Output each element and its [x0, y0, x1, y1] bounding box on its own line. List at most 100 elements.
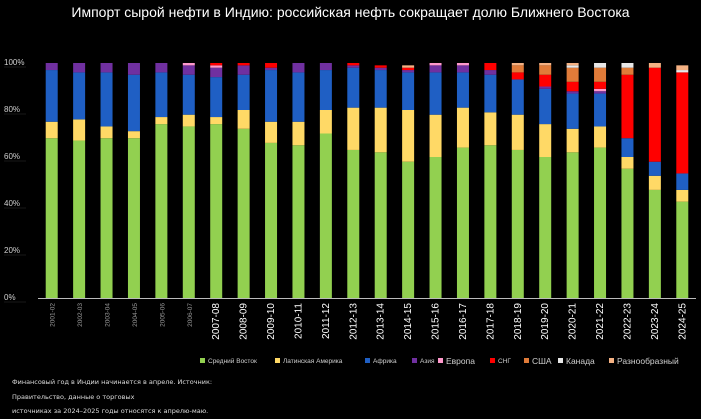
legend-swatch: [365, 358, 370, 363]
bar-segment-латинская-америка: [648, 175, 661, 190]
bar-segment-латинская-америка: [676, 189, 689, 202]
y-tick-label: 100%: [4, 58, 24, 67]
bar-segment-африка: [648, 161, 661, 176]
bar-segment-африка: [100, 72, 113, 127]
bar-segment-разнообразный: [676, 65, 689, 71]
bar-segment-латинская-америка: [621, 157, 634, 169]
legend-label: Африка: [373, 358, 397, 365]
bar-segment-африка: [374, 70, 387, 108]
bar-segment-канада: [676, 70, 689, 73]
bar-segment-снг: [511, 72, 524, 80]
bar-segment-средний-восток: [45, 138, 58, 298]
bar-segment-африка: [511, 79, 524, 115]
legend-label: Латинская Америка: [283, 358, 343, 365]
bar-segment-средний-восток: [539, 157, 552, 298]
bar-segment-средний-восток: [594, 147, 607, 298]
x-tick-label: 2010-11: [293, 303, 304, 339]
source-note-line-2: Правительство, данные о торговых: [12, 393, 135, 401]
bar-segment-снг: [237, 63, 250, 66]
bar-segment-средний-восток: [676, 201, 689, 298]
y-tick-label: 80%: [4, 105, 20, 114]
x-tick-label: 2019-20: [540, 303, 551, 340]
bar-segment-африка: [155, 72, 168, 118]
bar-segment-африка: [182, 74, 195, 115]
bar-segment-средний-восток: [484, 145, 497, 298]
bar-segment-латинская-америка: [182, 114, 195, 127]
legend-label: Азия: [420, 358, 435, 365]
bar-segment-снг: [539, 74, 552, 87]
x-tick-label: 2006-07: [187, 303, 194, 327]
legend-swatch: [412, 358, 417, 363]
bar-segment-разнообразный: [566, 63, 579, 66]
bar-segment-африка: [127, 74, 140, 132]
bar-segment-латинская-америка: [456, 107, 469, 148]
bar-segment-африка: [45, 70, 58, 122]
bar-segment-снг: [566, 81, 579, 92]
bar-segment-латинская-америка: [374, 107, 387, 153]
bar-segment-азия: [73, 63, 86, 73]
bar-segment-средний-восток: [155, 124, 168, 298]
bar-segment-снг: [402, 67, 415, 71]
bar-segment-азия: [292, 63, 305, 73]
bar-segment-канада: [621, 63, 634, 68]
bar-segment-азия: [374, 67, 387, 71]
bar-segment-латинская-америка: [100, 126, 113, 139]
bar-segment-средний-восток: [347, 149, 360, 298]
x-tick-label: 2023-24: [650, 303, 661, 340]
bar-segment-разнообразный: [511, 63, 524, 66]
bar-segment-снг: [648, 67, 661, 162]
legend-label: Канада: [566, 356, 595, 366]
bar-segment-средний-восток: [210, 124, 223, 298]
bar-segment-средний-восток: [402, 161, 415, 298]
bar-segment-азия: [182, 65, 195, 75]
y-tick-label: 20%: [4, 246, 20, 255]
bar-segment-африка: [456, 72, 469, 108]
legend-label: Европа: [446, 356, 475, 366]
bar-segment-африка: [402, 72, 415, 110]
bar-segment-латинская-америка: [292, 121, 305, 146]
bar-segment-латинская-америка: [594, 126, 607, 148]
x-tick-label: 2012-13: [348, 303, 359, 340]
y-tick-label: 60%: [4, 152, 20, 161]
bar-segment-африка: [484, 74, 497, 113]
x-tick-label: 2011-12: [321, 303, 332, 339]
x-tick-label: 2021-22: [595, 303, 606, 340]
bar-segment-африка: [292, 72, 305, 122]
bar-segment-разнообразный: [402, 65, 415, 68]
legend-swatch: [200, 358, 205, 363]
bar-segment-азия: [100, 63, 113, 73]
x-tick-label: 2007-08: [211, 303, 222, 340]
bar-segment-азия: [45, 63, 58, 71]
bar-segment-азия: [594, 91, 607, 94]
bar-segment-средний-восток: [429, 157, 442, 298]
bar-segment-латинская-америка: [319, 110, 332, 134]
x-tick-label: 2009-10: [266, 303, 277, 340]
bar-segment-африка: [429, 72, 442, 115]
x-tick-label: 2016-17: [458, 303, 469, 340]
bar-segment-снг: [484, 63, 497, 71]
bar-segment-азия: [484, 70, 497, 75]
bar-segment-средний-восток: [319, 133, 332, 298]
x-tick-label: 2014-15: [403, 303, 414, 340]
bar-segment-африка: [347, 67, 360, 108]
bar-segment-средний-восток: [182, 126, 195, 298]
bar-segment-снг: [676, 72, 689, 174]
x-tick-label: 2022-23: [622, 303, 633, 340]
bar-segment-латинская-америка: [347, 107, 360, 150]
bar-segment-азия: [265, 67, 278, 71]
bar-segment-латинская-америка: [402, 110, 415, 162]
x-tick-label: 2024-25: [677, 303, 688, 340]
bar-segment-снг: [347, 63, 360, 66]
legend-swatch: [524, 358, 529, 363]
bar-segment-снг: [210, 63, 223, 66]
bar-segment-сша: [621, 67, 634, 75]
bar-segment-снг: [621, 74, 634, 139]
bar-segment-латинская-америка: [484, 112, 497, 146]
bar-segment-азия: [429, 65, 442, 73]
legend-label: СНГ: [498, 358, 511, 365]
bar-segment-латинская-америка: [237, 110, 250, 129]
bar-segment-африка: [73, 72, 86, 120]
bar-segment-азия: [319, 63, 332, 71]
bar-segment-латинская-америка: [511, 114, 524, 150]
